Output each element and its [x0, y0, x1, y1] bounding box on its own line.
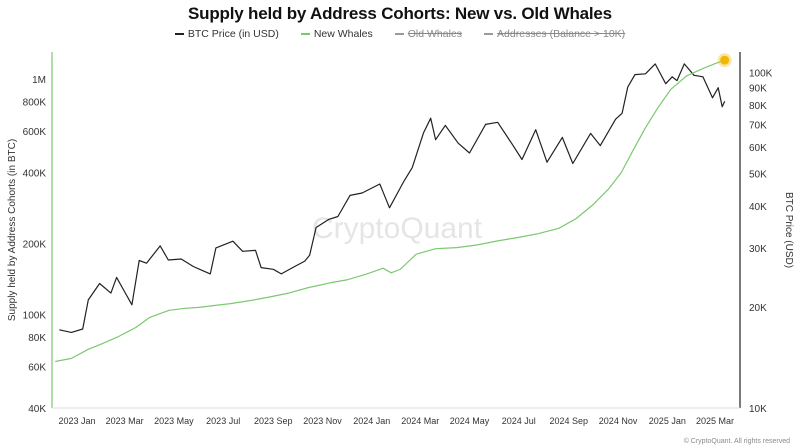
x-tick-label: 2025 Mar	[696, 416, 734, 426]
legend-item-old-whales[interactable]: Old Whales	[394, 28, 463, 40]
x-tick-label: 2024 Sep	[550, 416, 589, 426]
x-tick-label: 2024 Nov	[599, 416, 638, 426]
x-tick-label: 2024 Jan	[353, 416, 390, 426]
right-tick-label: 90K	[749, 84, 767, 95]
right-tick-label: 20K	[749, 303, 767, 314]
series-layer	[55, 59, 726, 363]
series-line-btc-price-in-usd	[59, 63, 726, 333]
legend-item-new-whales[interactable]: New Whales	[300, 28, 373, 40]
left-axis-title: Supply held by Address Cohorts (in BTC)	[7, 139, 18, 321]
watermark: CryptoQuant	[312, 212, 483, 245]
x-tick-label: 2023 Jul	[206, 416, 240, 426]
right-tick-label: 60K	[749, 143, 767, 154]
highlight-marker	[720, 55, 730, 65]
x-tick-label: 2023 Jan	[59, 416, 96, 426]
left-axis-ticks: 40K 60K 80K 100K 200K 400K 600K 800K 1M	[23, 75, 47, 415]
legend-swatch-old-whales	[394, 33, 404, 35]
legend-label-old-whales: Old Whales	[407, 28, 463, 40]
legend-item-btc-price[interactable]: BTC Price (in USD)	[174, 28, 279, 40]
right-axis-ticks: 10K 20K 30K 40K 50K 60K 70K 80K 90K 100K	[749, 68, 773, 415]
right-tick-label: 80K	[749, 101, 767, 112]
x-tick-label: 2023 Sep	[254, 416, 293, 426]
right-tick-label: 40K	[749, 202, 767, 213]
right-tick-label: 70K	[749, 120, 767, 131]
legend-label-btc-price: BTC Price (in USD)	[187, 28, 279, 40]
chart-title: Supply held by Address Cohorts: New vs. …	[188, 4, 612, 23]
legend-swatch-btc-price	[174, 33, 184, 35]
legend-swatch-new-whales	[300, 33, 310, 35]
left-tick-label: 600K	[23, 127, 47, 138]
legend-swatch-addresses	[484, 33, 494, 35]
x-axis-ticks: 2023 Jan 2023 Mar 2023 May 2023 Jul 2023 Sep…	[59, 416, 734, 426]
right-tick-label: 50K	[749, 169, 767, 180]
series-line-new-whales	[55, 59, 725, 363]
x-tick-label: 2023 May	[154, 416, 194, 426]
legend-item-addresses[interactable]: Addresses (Balance > 10K)	[484, 28, 625, 40]
left-tick-label: 100K	[23, 310, 47, 321]
left-tick-label: 800K	[23, 98, 47, 109]
left-tick-label: 80K	[28, 333, 46, 344]
legend-label-new-whales: New Whales	[313, 28, 373, 40]
left-tick-label: 1M	[32, 75, 46, 86]
right-tick-label: 100K	[749, 68, 773, 79]
left-tick-label: 200K	[23, 239, 47, 250]
right-tick-label: 10K	[749, 404, 767, 415]
x-tick-label: 2023 Nov	[303, 416, 342, 426]
x-tick-label: 2025 Jan	[649, 416, 686, 426]
legend-label-addresses: Addresses (Balance > 10K)	[497, 28, 626, 40]
marker-layer	[717, 53, 732, 68]
legend: BTC Price (in USD) New Whales Old Whales…	[0, 28, 800, 40]
x-tick-label: 2024 Jul	[502, 416, 536, 426]
x-tick-label: 2023 Mar	[106, 416, 144, 426]
left-tick-label: 40K	[28, 404, 46, 415]
right-tick-label: 30K	[749, 244, 767, 255]
left-tick-label: 400K	[23, 169, 47, 180]
x-tick-label: 2024 May	[450, 416, 490, 426]
right-axis-title: BTC Price (USD)	[783, 192, 794, 268]
x-tick-label: 2024 Mar	[401, 416, 439, 426]
footer-copyright: © CryptoQuant. All rights reserved	[683, 438, 790, 445]
left-tick-label: 60K	[28, 363, 46, 374]
